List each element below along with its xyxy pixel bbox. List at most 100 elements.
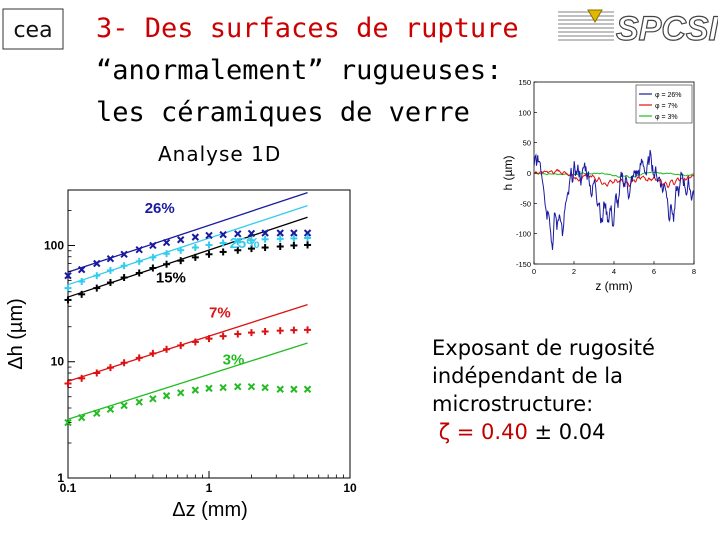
inset-y-tick-label: 50 bbox=[523, 139, 531, 148]
data-point-1-13 bbox=[247, 236, 255, 244]
main-x-tick-label: 0.1 bbox=[60, 481, 77, 495]
zeta-uncertainty: ± 0.04 bbox=[527, 420, 606, 444]
data-point-4-8 bbox=[176, 389, 185, 397]
title-line-3: les céramiques de verre bbox=[96, 97, 470, 128]
data-point-2-8 bbox=[177, 257, 185, 265]
series-label-2: 15% bbox=[156, 270, 186, 287]
data-point-2-10 bbox=[205, 250, 213, 258]
data-point-4-13 bbox=[247, 382, 256, 391]
data-point-0-2 bbox=[93, 259, 101, 268]
data-point-1-5 bbox=[135, 257, 143, 265]
data-point-2-12 bbox=[234, 246, 242, 254]
series-label-3: 7% bbox=[209, 305, 231, 322]
inset-y-tick-label: -50 bbox=[520, 199, 531, 208]
title-line-1: 3- Des surfaces de rupture bbox=[96, 13, 519, 44]
data-point-2-11 bbox=[219, 248, 227, 256]
main-y-tick-label: 1 bbox=[57, 471, 64, 485]
main-y-axis-label: Δh (µm) bbox=[5, 298, 27, 370]
data-point-1-3 bbox=[106, 266, 114, 274]
data-point-1-6 bbox=[149, 253, 157, 261]
data-point-3-17 bbox=[304, 326, 312, 334]
data-point-1-14 bbox=[261, 235, 269, 243]
data-point-0-12 bbox=[234, 230, 242, 238]
zeta-value: ζ = 0.40 bbox=[438, 420, 528, 444]
data-point-4-6 bbox=[149, 395, 157, 403]
data-point-3-4 bbox=[120, 359, 128, 367]
inset-y-axis-label: h (µm) bbox=[501, 156, 515, 191]
data-point-0-10 bbox=[205, 231, 213, 240]
data-point-1-7 bbox=[163, 250, 171, 258]
legend-label-1: φ = 7% bbox=[655, 103, 678, 110]
data-point-0-5 bbox=[135, 245, 143, 254]
height-profile-chart: 0 2 4 6 8 -150 -100 -50 0 50 100 150 φ = 26% φ = 7% φ… bbox=[501, 78, 696, 293]
data-point-3-1 bbox=[78, 374, 86, 382]
data-point-3-5 bbox=[135, 354, 143, 362]
data-point-3-2 bbox=[93, 369, 101, 377]
data-point-4-16 bbox=[290, 385, 298, 393]
data-point-3-6 bbox=[149, 349, 157, 357]
data-point-2-15 bbox=[276, 242, 284, 250]
inset-x-tick-label: 2 bbox=[572, 267, 576, 276]
data-point-0-3 bbox=[106, 254, 115, 263]
data-point-1-9 bbox=[191, 244, 199, 252]
data-point-3-12 bbox=[234, 330, 242, 338]
zeta-line: ζ = 0.40 ± 0.04 bbox=[432, 418, 712, 446]
cea-logo-text: cea bbox=[13, 18, 52, 43]
data-point-0-9 bbox=[191, 233, 200, 241]
data-point-3-13 bbox=[247, 329, 255, 337]
profile-line-0 bbox=[533, 149, 695, 250]
data-point-2-17 bbox=[304, 241, 312, 249]
inset-x-tick-label: 6 bbox=[652, 267, 656, 276]
data-point-4-9 bbox=[191, 386, 200, 394]
data-point-4-3 bbox=[106, 405, 115, 413]
data-point-0-14 bbox=[261, 229, 269, 237]
legend-label-2: φ = 3% bbox=[655, 114, 678, 121]
data-point-2-3 bbox=[106, 279, 114, 287]
data-point-3-10 bbox=[205, 335, 213, 343]
data-point-3-0 bbox=[64, 379, 72, 387]
data-point-0-11 bbox=[219, 230, 227, 239]
data-point-0-0 bbox=[64, 271, 72, 280]
data-point-4-17 bbox=[303, 385, 312, 393]
profile-line-2 bbox=[534, 171, 695, 179]
data-point-3-11 bbox=[219, 332, 227, 340]
fit-line-0 bbox=[67, 191, 308, 273]
inset-y-tick-label: 150 bbox=[518, 78, 531, 87]
data-point-4-5 bbox=[135, 398, 143, 406]
inset-y-tick-label: -100 bbox=[516, 230, 531, 239]
data-point-3-3 bbox=[106, 364, 114, 372]
data-point-1-12 bbox=[234, 238, 242, 246]
data-point-2-9 bbox=[191, 253, 199, 261]
series-label-1: 25% bbox=[230, 235, 260, 252]
roughness-exponent-text: Exposant de rugosité indépendant de la m… bbox=[432, 334, 712, 446]
data-point-1-2 bbox=[93, 272, 101, 280]
data-point-4-15 bbox=[276, 385, 284, 393]
data-point-4-2 bbox=[93, 409, 101, 418]
data-point-2-5 bbox=[135, 269, 143, 277]
series-label-0: 26% bbox=[145, 200, 175, 217]
data-point-3-9 bbox=[191, 338, 199, 346]
slide-title: 3- Des surfaces de rupture “anormalement… bbox=[96, 8, 536, 134]
series-label-4: 3% bbox=[223, 351, 245, 368]
data-point-2-14 bbox=[261, 244, 269, 252]
data-point-1-10 bbox=[205, 241, 213, 249]
data-point-4-11 bbox=[219, 383, 227, 392]
data-point-2-7 bbox=[163, 260, 171, 268]
data-point-2-13 bbox=[247, 245, 255, 253]
data-point-0-4 bbox=[120, 250, 128, 258]
data-point-2-1 bbox=[78, 290, 86, 298]
main-x-tick-label: 10 bbox=[343, 481, 357, 495]
data-point-1-11 bbox=[219, 239, 227, 247]
data-point-2-6 bbox=[149, 264, 157, 272]
data-point-1-1 bbox=[78, 277, 86, 285]
main-y-tick-label: 10 bbox=[51, 355, 65, 369]
data-point-1-16 bbox=[290, 234, 298, 242]
inset-y-tick-label: -150 bbox=[516, 260, 531, 269]
analysis-label: Analyse 1D bbox=[158, 142, 282, 166]
data-point-3-7 bbox=[163, 345, 171, 353]
data-point-4-10 bbox=[205, 384, 213, 393]
data-point-3-15 bbox=[276, 327, 284, 335]
inset-x-tick-label: 8 bbox=[692, 267, 696, 276]
inset-x-tick-label: 4 bbox=[612, 267, 616, 276]
